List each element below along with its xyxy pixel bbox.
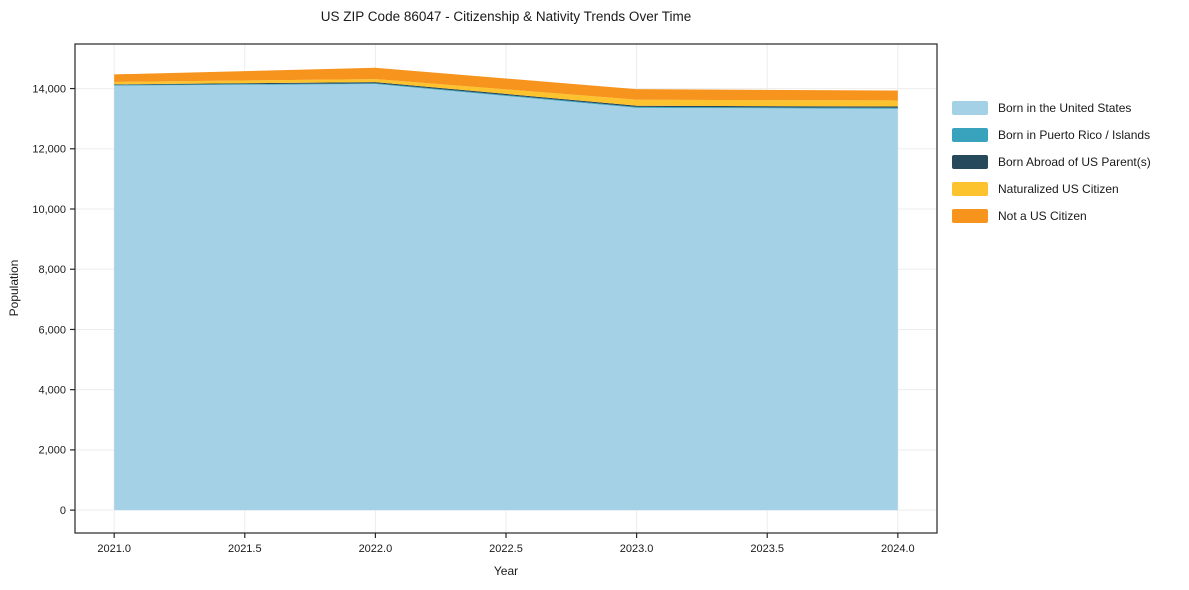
legend-item: Not a US Citizen [952, 209, 1151, 223]
x-axis-label: Year [493, 564, 519, 578]
legend-swatch [952, 155, 988, 169]
area-not-a-us-citizen [114, 67, 898, 101]
x-tick-label: 2022.5 [489, 543, 523, 555]
y-tick-label: 12,000 [32, 144, 66, 156]
chart-title: US ZIP Code 86047 - Citizenship & Nativi… [320, 9, 692, 24]
legend-item: Born in the United States [952, 101, 1151, 115]
legend-label: Born in the United States [998, 101, 1132, 115]
y-tick-label: 4,000 [38, 384, 66, 396]
legend-swatch [952, 128, 988, 142]
legend-swatch [952, 182, 988, 196]
legend-label: Naturalized US Citizen [998, 182, 1119, 196]
y-tick-label: 14,000 [32, 83, 66, 95]
legend-label: Not a US Citizen [998, 209, 1087, 223]
area-naturalized-us-citizen [114, 79, 898, 107]
legend-swatch [952, 209, 988, 223]
y-tick-label: 8,000 [38, 264, 66, 276]
x-tick-label: 2023.5 [750, 543, 784, 555]
legend-label: Born Abroad of US Parent(s) [998, 155, 1151, 169]
x-tick-label: 2021.5 [228, 543, 262, 555]
area-born-abroad-of-us-parent-s [114, 82, 898, 108]
y-tick-label: 2,000 [38, 445, 66, 457]
x-tick-label: 2023.0 [620, 543, 654, 555]
y-tick-label: 6,000 [38, 324, 66, 336]
legend-item: Born in Puerto Rico / Islands [952, 128, 1151, 142]
y-axis-label: Population [7, 259, 21, 317]
x-tick-label: 2022.0 [359, 543, 393, 555]
legend-item: Naturalized US Citizen [952, 182, 1151, 196]
legend-label: Born in Puerto Rico / Islands [998, 128, 1151, 142]
x-tick-label: 2024.0 [881, 543, 915, 555]
legend-item: Born Abroad of US Parent(s) [952, 155, 1151, 169]
legend: Born in the United States Born in Puerto … [952, 101, 1151, 236]
y-tick-label: 10,000 [32, 204, 66, 216]
area-born-in-the-united-states [114, 84, 898, 511]
legend-swatch [952, 101, 988, 115]
y-tick-label: 0 [60, 505, 66, 517]
x-tick-label: 2021.0 [97, 543, 131, 555]
